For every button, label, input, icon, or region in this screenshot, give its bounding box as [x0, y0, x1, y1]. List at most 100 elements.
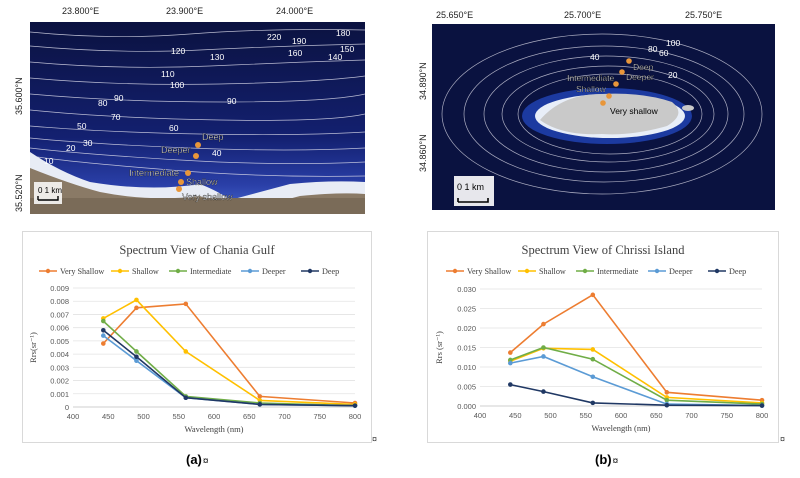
contour-label: 100 — [666, 38, 680, 48]
legend-swatch-marker — [307, 268, 313, 274]
data-point — [590, 400, 596, 406]
y-tick-label: 0.000 — [457, 402, 476, 411]
legend-swatch-marker — [452, 268, 458, 274]
data-point — [134, 305, 139, 311]
legend-item: Very Shallow — [446, 267, 511, 276]
legend-label: Deeper — [262, 267, 286, 276]
map-b-lat-tick: 34.890°N — [418, 62, 428, 100]
data-point — [590, 374, 596, 380]
y-tick-label: 0.005 — [457, 383, 476, 392]
x-tick-label: 750 — [313, 412, 326, 421]
data-point — [508, 382, 513, 387]
legend-item: Deep — [301, 267, 339, 276]
legend-label: Shallow — [132, 267, 159, 276]
legend-item: Deeper — [241, 267, 286, 276]
data-point — [352, 403, 358, 408]
legend-label: Shallow — [539, 267, 566, 276]
legend-item: Shallow — [518, 267, 566, 276]
legend-swatch-marker — [247, 268, 253, 274]
contour-label: 40 — [590, 52, 600, 62]
station-marker-very-shallow — [600, 100, 606, 106]
legend-label: Intermediate — [597, 267, 639, 276]
legend-swatch-marker — [524, 268, 530, 274]
data-point — [541, 354, 546, 359]
station-label-intermediate: Intermediate — [129, 168, 179, 178]
station-markers — [176, 142, 201, 192]
contour-label: 110 — [161, 69, 175, 79]
data-point — [508, 360, 513, 366]
x-tick-label: 400 — [474, 411, 487, 420]
y-tick-label: 0.020 — [457, 324, 476, 333]
map-a-lon-tick: 23.900°E — [166, 6, 204, 16]
x-tick-label: 800 — [349, 412, 362, 421]
data-point — [508, 350, 513, 355]
y-tick-label: 0.003 — [50, 363, 69, 372]
y-tick-label: 0 — [65, 403, 69, 412]
x-tick-label: 550 — [579, 411, 592, 420]
station-markers — [600, 58, 632, 106]
x-tick-label: 500 — [137, 412, 150, 421]
pilcrow-mark: ¤ — [612, 456, 619, 467]
contour-label: 70 — [111, 112, 121, 122]
series-line — [510, 355, 763, 407]
y-tick-label: 0.004 — [50, 350, 69, 359]
contour-label-group: 100 80 60 40 20 — [590, 38, 680, 80]
series-line — [510, 346, 763, 405]
station-label-deep: Deep — [633, 62, 654, 72]
caption-a: (a)¤ — [186, 452, 208, 467]
contour-label: 180 — [336, 28, 350, 38]
map-chrissi-island: 100 80 60 40 20 Deep Deeper Intermediate… — [432, 24, 775, 210]
contour-label: 60 — [659, 48, 669, 58]
chart-b-svg: Spectrum View of Chrissi Island Very Shal… — [434, 243, 769, 433]
chart-title: Spectrum View of Chania Gulf — [119, 243, 275, 257]
contour-label: 130 — [210, 52, 224, 62]
map-a-lon-tick: 24.000°E — [276, 6, 314, 16]
legend-label: Deep — [322, 267, 339, 276]
station-label-group: Deep Deeper Intermediate Shallow Very sh… — [129, 132, 233, 202]
x-tick-label: 800 — [756, 411, 769, 420]
map-chania-gulf: 220 190 180 150 140 160 120 130 110 10 0 … — [30, 22, 365, 214]
data-point — [257, 402, 263, 407]
station-label-deep: Deep — [202, 132, 224, 142]
chart-title: Spectrum View of Chrissi Island — [522, 243, 686, 257]
series-line — [102, 298, 356, 406]
bathymetry-contours — [30, 29, 365, 177]
caption-b-label: (b) — [595, 452, 612, 467]
pilcrow-mark: ¤ — [202, 456, 209, 467]
data-point — [541, 389, 546, 394]
data-point — [759, 403, 765, 408]
legend-label: Deeper — [669, 267, 693, 276]
y-tick-label: 0.007 — [50, 310, 69, 319]
contour-label: 100 — [170, 80, 184, 90]
station-marker-intermediate — [613, 81, 619, 87]
station-marker-deep — [195, 142, 201, 148]
data-point — [183, 301, 189, 307]
series-line — [102, 303, 356, 404]
contour-label: 220 — [267, 32, 281, 42]
x-tick-label: 450 — [102, 412, 115, 421]
data-point — [101, 333, 106, 338]
legend-item: Intermediate — [576, 267, 639, 276]
contour-label: 10 — [44, 156, 54, 166]
legend-swatch-marker — [45, 268, 51, 274]
legend-item: Shallow — [111, 267, 159, 276]
y-axis-label: Rrs(sr⁻¹) — [28, 332, 38, 363]
station-marker-shallow — [178, 179, 184, 185]
y-tick-label: 0.010 — [457, 363, 476, 372]
contour-label: 190 — [292, 36, 306, 46]
data-point — [101, 318, 106, 324]
station-label-very-shallow: Very shallow — [610, 106, 659, 116]
legend-label: Deep — [729, 267, 746, 276]
legend-item: Deep — [708, 267, 746, 276]
legend-swatch-marker — [175, 268, 181, 274]
map-a-lon-tick: 23.800°E — [62, 6, 100, 16]
y-tick-label: 0.015 — [457, 344, 476, 353]
station-label-group: Deep Deeper Intermediate Shallow Very sh… — [567, 62, 659, 116]
x-tick-label: 600 — [208, 412, 221, 421]
data-point — [590, 347, 596, 352]
legend-label: Very Shallow — [60, 267, 104, 276]
map-a-lat-tick: 35.600°N — [14, 77, 24, 115]
contour-label: 120 — [171, 46, 185, 56]
y-tick-label: 0.025 — [457, 305, 476, 314]
map-a-image: 220 190 180 150 140 160 120 130 110 10 0 … — [30, 22, 365, 214]
